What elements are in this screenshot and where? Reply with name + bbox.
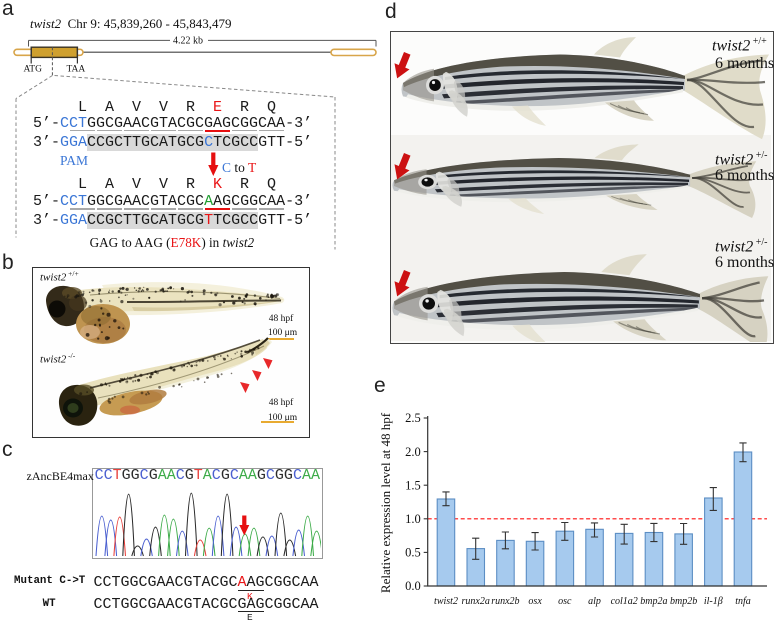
svg-text:osx: osx	[528, 596, 542, 607]
svg-text:2.5: 2.5	[405, 411, 421, 425]
svg-text:bmp2a: bmp2a	[640, 596, 667, 607]
svg-text:col1a2: col1a2	[611, 596, 638, 607]
svg-text:0.0: 0.0	[405, 579, 421, 593]
svg-text:1.0: 1.0	[405, 512, 421, 526]
svg-text:il-1β: il-1β	[704, 596, 723, 607]
svg-text:0.5: 0.5	[405, 546, 421, 560]
svg-text:runx2a: runx2a	[462, 596, 490, 607]
svg-text:osc: osc	[558, 596, 572, 607]
svg-text:2.0: 2.0	[405, 445, 421, 459]
svg-text:ATG: ATG	[24, 65, 43, 75]
svg-text:alp: alp	[588, 596, 601, 607]
svg-text:tnfa: tnfa	[735, 596, 751, 607]
svg-text:4.22 kb: 4.22 kb	[173, 36, 203, 47]
svg-text:TAA: TAA	[67, 65, 86, 75]
svg-text:1.5: 1.5	[405, 478, 421, 492]
svg-text:runx2b: runx2b	[491, 596, 519, 607]
svg-text:twist2: twist2	[434, 596, 458, 607]
svg-text:bmp2b: bmp2b	[670, 596, 697, 607]
